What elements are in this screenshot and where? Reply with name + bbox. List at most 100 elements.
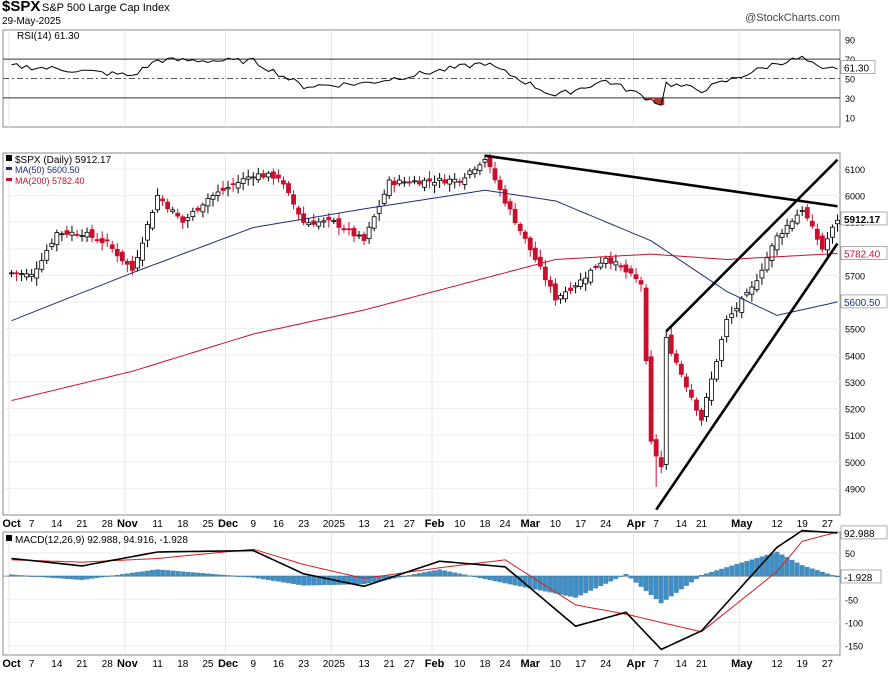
- macd-histogram-bar: [235, 575, 241, 577]
- macd-histogram-bar: [820, 571, 825, 577]
- macd-histogram-bar: [276, 575, 281, 582]
- macd-histogram-bar: [165, 570, 171, 577]
- candle-down: [668, 334, 674, 354]
- ma50-legend: MA(50) 5600.50: [15, 165, 80, 175]
- candle-up: [190, 210, 196, 217]
- macd-histogram-bar: [618, 575, 624, 577]
- candle-down: [64, 230, 70, 235]
- candle-down: [699, 409, 704, 421]
- x-axis-label-bottom: Feb: [425, 658, 445, 670]
- x-axis-label: 17: [575, 519, 587, 530]
- x-axis-label: 9: [250, 519, 256, 530]
- macd-histogram-bar: [291, 575, 296, 584]
- x-axis-label-bottom: May: [731, 658, 753, 670]
- trend-line-1: [484, 154, 838, 208]
- candle-down: [638, 280, 644, 285]
- x-axis-label-bottom: 27: [404, 659, 416, 670]
- x-axis-label-bottom: 25: [202, 659, 214, 670]
- candle-up: [331, 220, 337, 222]
- price-legend: $SPX (Daily) 5912.17: [15, 155, 112, 166]
- macd-histogram-bar: [225, 575, 231, 577]
- macd-histogram-bar: [593, 575, 599, 589]
- candle-down: [94, 239, 100, 242]
- macd-histogram-bar: [104, 575, 110, 577]
- macd-histogram-bar: [24, 575, 29, 577]
- candle-up: [744, 291, 750, 296]
- candle-up: [250, 176, 256, 179]
- candle-down: [804, 207, 810, 219]
- x-axis-label-bottom: 24: [500, 659, 512, 670]
- x-axis-label-bottom: 2025: [323, 659, 346, 670]
- x-axis-label: 11: [152, 519, 163, 530]
- macd-histogram-bar: [220, 574, 226, 577]
- candle-down: [346, 228, 352, 231]
- x-axis-label-bottom: Apr: [627, 658, 647, 670]
- macd-histogram-bar: [301, 575, 306, 586]
- x-axis-label-bottom: 19: [797, 659, 809, 670]
- macd-histogram-bar: [814, 570, 820, 577]
- candle-up: [140, 242, 145, 261]
- candle-down: [683, 376, 689, 388]
- ma50-value-tag: 5600.50: [844, 298, 881, 309]
- macd-histogram-bar: [628, 575, 634, 579]
- macd-histogram-bar: [427, 571, 432, 577]
- macd-histogram-bar: [145, 570, 150, 577]
- candle-up: [825, 238, 830, 251]
- macd-histogram-bar: [623, 574, 629, 577]
- macd-histogram-bar: [532, 575, 538, 590]
- candle-down: [417, 180, 422, 185]
- candle-up: [79, 235, 85, 237]
- x-axis-label-bottom: 18: [177, 659, 189, 670]
- candle-down: [527, 237, 533, 251]
- rsi-oversold-fill: [648, 97, 655, 99]
- macd-histogram-bar: [603, 575, 609, 584]
- candle-up: [386, 179, 392, 196]
- candle-down: [281, 180, 286, 185]
- rsi-oversold-fill: [658, 97, 665, 106]
- macd-histogram-bar: [281, 575, 286, 583]
- price-tick-label: 6000: [845, 192, 865, 202]
- x-axis-label-bottom: 14: [51, 659, 63, 670]
- macd-histogram-bar: [739, 562, 745, 577]
- macd-histogram-bar: [598, 575, 604, 586]
- x-axis-label: Nov: [117, 518, 139, 530]
- candle-down: [351, 227, 357, 237]
- candle-down: [230, 183, 236, 186]
- macd-histogram-bar: [673, 575, 679, 593]
- macd-histogram-bar: [135, 572, 140, 577]
- candle-up: [371, 216, 377, 229]
- candle-up: [170, 209, 176, 213]
- macd-histogram-bar: [608, 575, 614, 582]
- macd-histogram-bar: [79, 575, 85, 580]
- candle-up: [598, 262, 604, 268]
- price-panel-frame: [2, 152, 841, 516]
- macd-histogram-bar: [351, 575, 357, 585]
- x-axis-label-bottom: 23: [298, 659, 310, 670]
- candle-down: [124, 260, 130, 265]
- macd-tick-label: -100: [845, 619, 863, 629]
- candle-down: [814, 228, 820, 240]
- x-axis-label-bottom: Mar: [520, 658, 540, 670]
- macd-histogram-bar: [59, 575, 65, 579]
- candle-down: [809, 220, 815, 227]
- ma50-legend-swatch: [6, 167, 12, 170]
- candle-down: [74, 234, 80, 236]
- macd-histogram-bar: [447, 571, 453, 577]
- macd-histogram-bar: [150, 570, 155, 577]
- macd-histogram-bar: [109, 575, 115, 577]
- macd-histogram-bar: [124, 573, 130, 577]
- candle-down: [633, 274, 639, 280]
- candle-up: [663, 336, 669, 465]
- x-axis-label-bottom: 21: [384, 659, 396, 670]
- candle-down: [286, 183, 291, 194]
- macd-histogram-bar: [497, 575, 503, 583]
- x-axis-label-bottom: Dec: [218, 658, 238, 670]
- candle-up: [205, 198, 211, 207]
- x-axis-label: 28: [102, 519, 114, 530]
- price-legend-swatch: [6, 155, 12, 161]
- candle-up: [709, 378, 714, 401]
- macd-histogram-bar: [366, 575, 372, 584]
- candle-down: [99, 238, 105, 244]
- rsi-tick-label: 90: [845, 36, 855, 46]
